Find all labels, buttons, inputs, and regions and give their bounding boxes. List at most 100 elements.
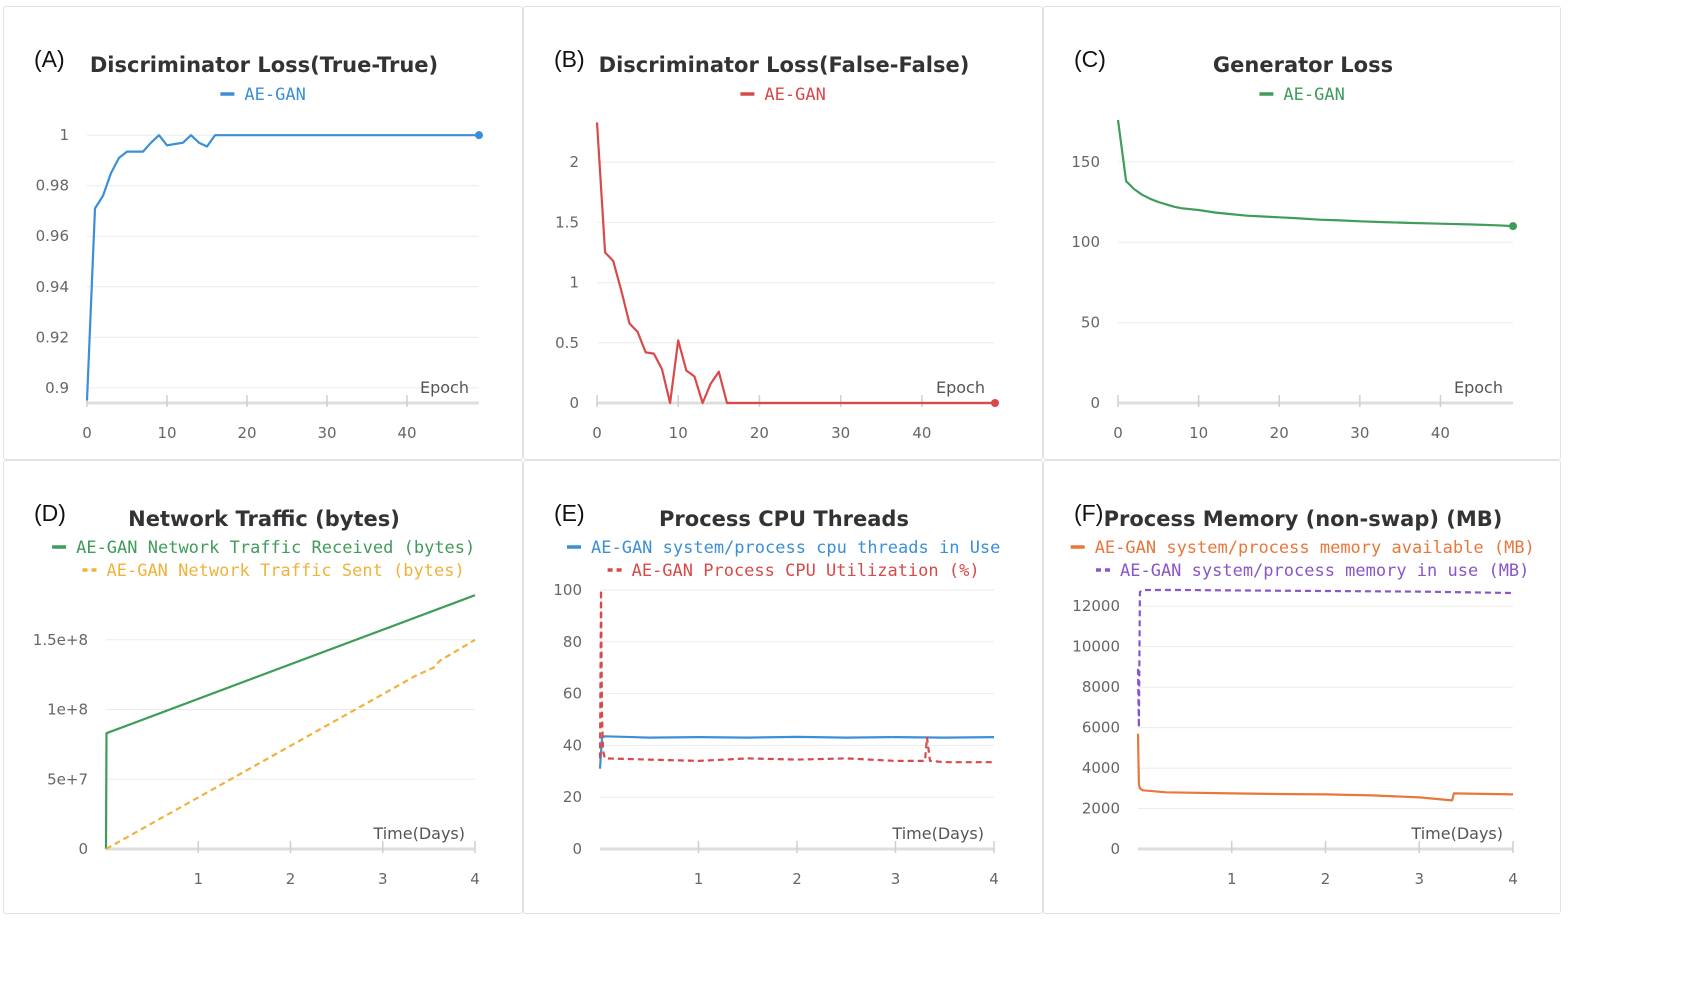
legend-label: AE-GAN	[244, 85, 305, 105]
y-tick-label: 2000	[1082, 800, 1120, 818]
x-tick-label: 4	[470, 870, 480, 888]
chart-title: Process CPU Threads	[659, 507, 909, 531]
y-tick-label: 0.96	[36, 227, 69, 245]
series-line	[598, 588, 994, 764]
chart-panel-d: (D) Network Traffic (bytes) 0 5e+7 1e+8 1.5e+…	[3, 460, 523, 914]
x-tick-label: 30	[831, 424, 850, 442]
legend-label: AE-GAN Network Traffic Sent (bytes)	[107, 561, 465, 581]
y-tick-label: 10000	[1072, 638, 1120, 656]
y-tick-label: 1e+8	[47, 701, 88, 719]
series-endpoint-marker	[475, 131, 483, 140]
y-tick-label: 2	[569, 153, 579, 171]
chart-title: Network Traffic (bytes)	[128, 507, 400, 531]
x-tick-label: 3	[1414, 870, 1424, 888]
legend-label: AE-GAN Network Traffic Received (bytes)	[76, 538, 475, 558]
panel-label: (F)	[1074, 500, 1103, 526]
y-tick-label: 150	[1071, 153, 1100, 171]
x-tick-label: 0	[1113, 424, 1123, 442]
y-tick-label: 1	[569, 274, 579, 292]
x-tick-label: 10	[1189, 424, 1208, 442]
chart-svg: (F) Process Memory (non-swap) (MB) 0 2000 40…	[1070, 500, 1535, 888]
chart-svg: (C) Generator Loss 0 50 100 150 0 10 20 30 40 Epoch…	[1071, 46, 1517, 442]
x-tick-label: 1	[694, 870, 704, 888]
y-tick-label: 0.92	[36, 328, 69, 346]
x-tick-label: 0	[82, 424, 92, 442]
y-tick-label: 1.5	[555, 213, 579, 231]
legend-label: AE-GAN system/process cpu threads in Use	[591, 538, 1000, 558]
chart-title: Discriminator Loss(True-True)	[90, 53, 438, 77]
series-line	[1136, 733, 1514, 802]
y-tick-label: 5e+7	[47, 770, 88, 788]
y-tick-label: 100	[1071, 233, 1100, 251]
x-axis-label: Time(Days)	[891, 824, 984, 843]
y-tick-label: 0	[1110, 840, 1120, 858]
x-tick-label: 10	[669, 424, 688, 442]
panel-label: (D)	[34, 500, 66, 526]
x-tick-label: 10	[157, 424, 176, 442]
series-line	[1136, 588, 1514, 729]
x-axis-label: Epoch	[1454, 378, 1503, 397]
chart-panel-e: (E) Process CPU Threads 0 20 40 60 80 100 1 2 3 4 Ti…	[523, 460, 1043, 914]
chart-svg: (A) Discriminator Loss(True-True) 0.9 0.92 0…	[34, 46, 483, 442]
series-line	[598, 735, 995, 769]
x-tick-label: 20	[1270, 424, 1289, 442]
chart-svg: (B) Discriminator Loss(False-False) 0 0.5 1 1…	[554, 46, 999, 442]
x-tick-label: 40	[1431, 424, 1450, 442]
legend-label: AE-GAN	[1283, 85, 1344, 105]
x-tick-label: 1	[1227, 870, 1237, 888]
y-tick-label: 6000	[1082, 719, 1120, 737]
y-tick-label: 4000	[1082, 759, 1120, 777]
x-tick-label: 0	[592, 424, 602, 442]
x-tick-label: 30	[317, 424, 336, 442]
y-tick-label: 50	[1081, 314, 1100, 332]
y-tick-label: 0.9	[45, 379, 69, 397]
x-axis-label: Time(Days)	[1410, 824, 1503, 843]
y-tick-label: 0.5	[555, 334, 579, 352]
y-tick-label: 8000	[1082, 678, 1120, 696]
panel-label: (A)	[34, 46, 65, 72]
y-tick-label: 1.5e+8	[33, 631, 88, 649]
panel-label: (E)	[554, 500, 585, 526]
x-tick-label: 30	[1350, 424, 1369, 442]
legend-label: AE-GAN Process CPU Utilization (%)	[632, 561, 980, 581]
x-tick-label: 2	[792, 870, 802, 888]
x-tick-label: 40	[397, 424, 416, 442]
x-tick-label: 4	[989, 870, 999, 888]
x-tick-label: 2	[1321, 870, 1331, 888]
legend-label: AE-GAN system/process memory in use (MB)	[1120, 561, 1529, 581]
chart-title: Generator Loss	[1213, 53, 1393, 77]
series-line	[104, 594, 476, 850]
x-tick-label: 2	[286, 870, 296, 888]
chart-panel-c: (C) Generator Loss 0 50 100 150 0 10 20 30 40 Epoch…	[1043, 6, 1561, 460]
y-tick-label: 0	[78, 840, 88, 858]
legend-label: AE-GAN system/process memory available (…	[1095, 538, 1535, 558]
chart-title: Process Memory (non-swap) (MB)	[1104, 507, 1503, 531]
chart-svg: (D) Network Traffic (bytes) 0 5e+7 1e+8 1.5e+…	[33, 500, 480, 888]
series-line	[1116, 119, 1514, 228]
panel-label: (C)	[1074, 46, 1106, 72]
x-tick-label: 20	[237, 424, 256, 442]
y-tick-label: 60	[563, 685, 582, 703]
x-axis-label: Epoch	[420, 378, 469, 397]
y-tick-label: 0	[572, 840, 582, 858]
series-line	[85, 134, 479, 401]
y-tick-label: 80	[563, 633, 582, 651]
x-tick-label: 3	[891, 870, 901, 888]
y-tick-label: 12000	[1072, 597, 1120, 615]
y-tick-label: 1	[59, 126, 69, 144]
chart-panel-f: (F) Process Memory (non-swap) (MB) 0 2000 40…	[1043, 460, 1561, 914]
series-endpoint-marker	[1509, 222, 1517, 231]
chart-panel-a: (A) Discriminator Loss(True-True) 0.9 0.92 0…	[3, 6, 523, 460]
y-tick-label: 40	[563, 736, 582, 754]
y-tick-label: 0	[1090, 394, 1100, 412]
y-tick-label: 0.94	[36, 278, 69, 296]
legend-label: AE-GAN	[764, 85, 825, 105]
x-axis-label: Time(Days)	[372, 824, 465, 843]
y-tick-label: 0.98	[36, 177, 69, 195]
chart-title: Discriminator Loss(False-False)	[599, 53, 970, 77]
x-axis-label: Epoch	[936, 378, 985, 397]
y-tick-label: 0	[569, 394, 579, 412]
chart-panel-b: (B) Discriminator Loss(False-False) 0 0.5 1 1…	[523, 6, 1043, 460]
y-tick-label: 100	[553, 581, 582, 599]
